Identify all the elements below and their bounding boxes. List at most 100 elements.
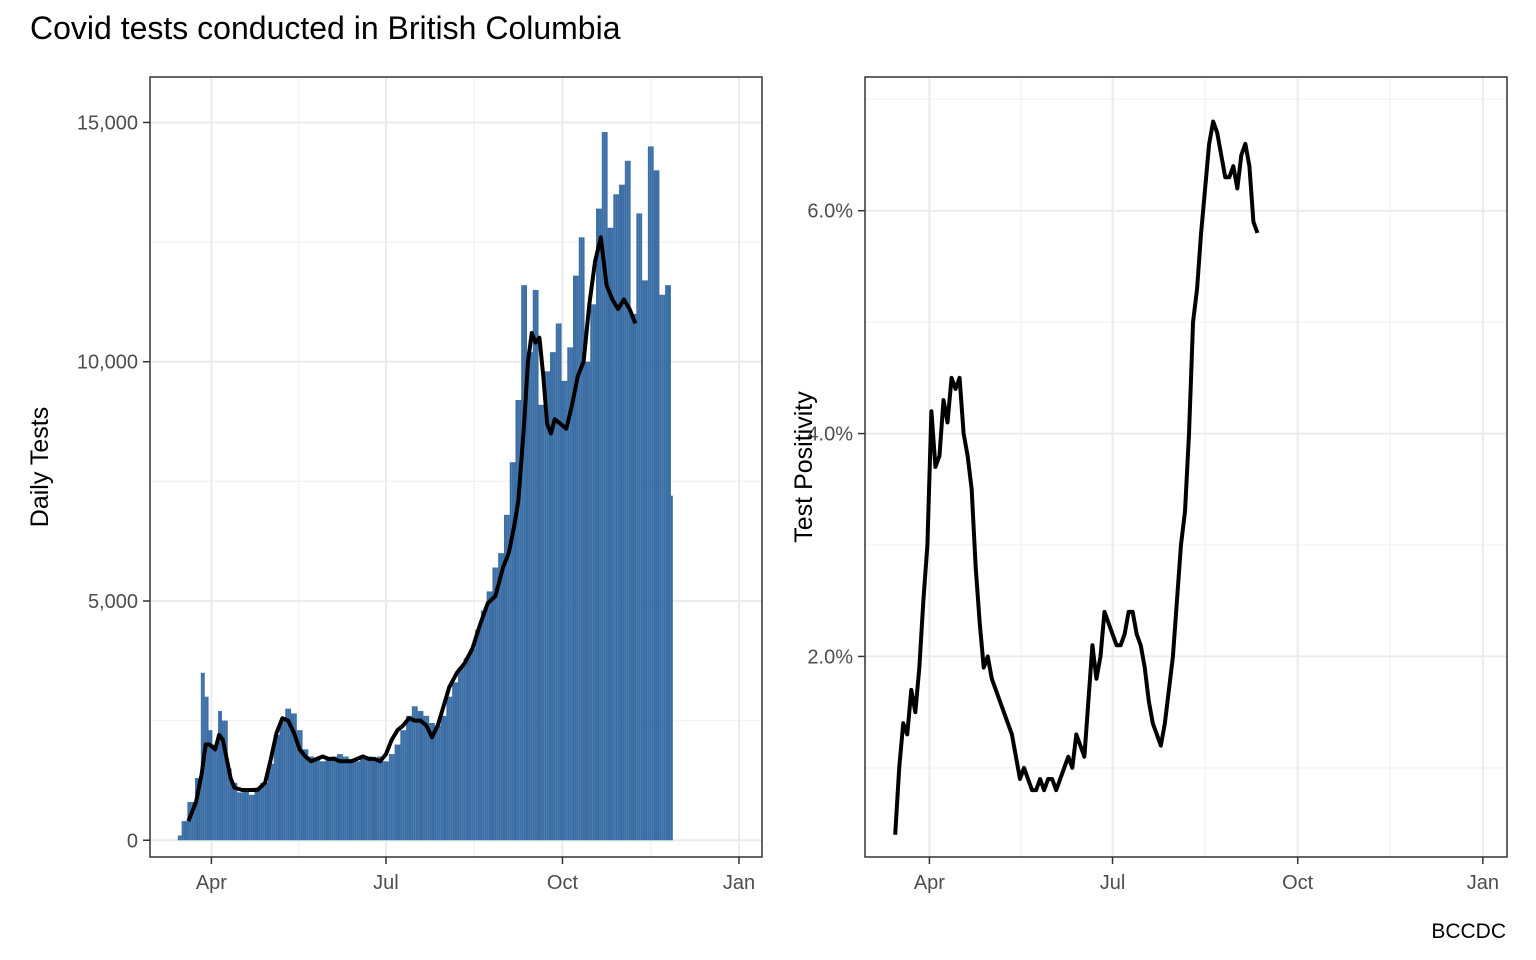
bar [454, 682, 457, 841]
bar [630, 313, 633, 841]
bar [390, 754, 393, 841]
bar [534, 289, 537, 841]
bar [264, 782, 267, 841]
bar [659, 294, 662, 841]
bar [599, 208, 602, 841]
bar [248, 794, 251, 841]
bar [381, 756, 384, 841]
bar [409, 715, 412, 841]
y-tick-label: 0 [127, 830, 138, 852]
bar [417, 711, 420, 841]
bar [260, 782, 263, 841]
bar [223, 720, 226, 841]
bar [628, 160, 631, 841]
bar [446, 696, 449, 841]
bar [586, 361, 589, 841]
bar [227, 768, 230, 841]
bar [486, 591, 489, 841]
bar [626, 160, 629, 841]
bar [647, 146, 650, 841]
bar [229, 768, 232, 841]
y-tick-label: 15,000 [77, 112, 138, 134]
bar [507, 514, 510, 841]
bar [667, 285, 669, 841]
bar [668, 285, 671, 841]
bar [544, 371, 547, 841]
bar [304, 749, 307, 841]
bar [300, 730, 303, 841]
bar [480, 610, 483, 841]
bar [523, 285, 526, 841]
bar [377, 756, 380, 841]
bar [354, 761, 357, 841]
bar [179, 835, 182, 841]
y-tick-label: 6.0% [807, 201, 853, 223]
bar [624, 160, 627, 841]
bar [256, 787, 259, 841]
bar [221, 720, 224, 841]
bar [511, 462, 514, 841]
bar [622, 184, 625, 841]
bar [411, 706, 414, 841]
bar [457, 667, 460, 841]
bar [206, 696, 209, 841]
bar [580, 237, 583, 841]
bar [375, 758, 378, 841]
bar [645, 280, 648, 841]
bar [638, 213, 641, 841]
bar [273, 734, 276, 841]
bar [266, 782, 269, 841]
bar [532, 289, 535, 841]
bar [283, 720, 286, 841]
bar [576, 275, 579, 841]
bar [269, 763, 272, 841]
bar [342, 756, 345, 841]
bar [438, 725, 441, 841]
bar [337, 754, 340, 841]
bar [292, 713, 295, 841]
bar [452, 682, 455, 841]
bar [459, 667, 462, 841]
bar [525, 285, 528, 841]
bar [193, 801, 196, 841]
rolling-average-line [186, 235, 638, 822]
bar [367, 756, 370, 841]
bar [475, 629, 478, 841]
bar [590, 304, 593, 841]
bar [517, 400, 520, 841]
x-tick-label: Jul [1100, 872, 1126, 894]
bar [214, 744, 217, 841]
bar [551, 352, 554, 841]
y-axis-title: Daily Tests [26, 407, 54, 527]
bar [373, 758, 376, 841]
bar [603, 132, 606, 841]
bar [325, 758, 328, 841]
bar [467, 658, 470, 841]
bar [402, 730, 405, 841]
bar [550, 352, 552, 841]
bar [442, 715, 445, 841]
bar [540, 404, 543, 841]
bar [434, 725, 437, 841]
bar [254, 787, 257, 841]
bar [319, 761, 322, 841]
bar [185, 821, 188, 841]
bar [177, 835, 180, 841]
bar [244, 790, 247, 841]
bar [642, 280, 645, 841]
bar [218, 711, 221, 841]
bar [644, 280, 646, 841]
bar [542, 404, 545, 841]
source-caption: BCCDC [1431, 920, 1506, 943]
bar [352, 758, 355, 841]
bar [271, 763, 274, 841]
bar [519, 400, 522, 841]
bar [208, 730, 211, 841]
bar [526, 352, 529, 841]
bar [323, 761, 326, 841]
bar [463, 658, 466, 841]
bar [237, 792, 240, 841]
bar [500, 553, 503, 841]
panel-border [864, 76, 1508, 858]
